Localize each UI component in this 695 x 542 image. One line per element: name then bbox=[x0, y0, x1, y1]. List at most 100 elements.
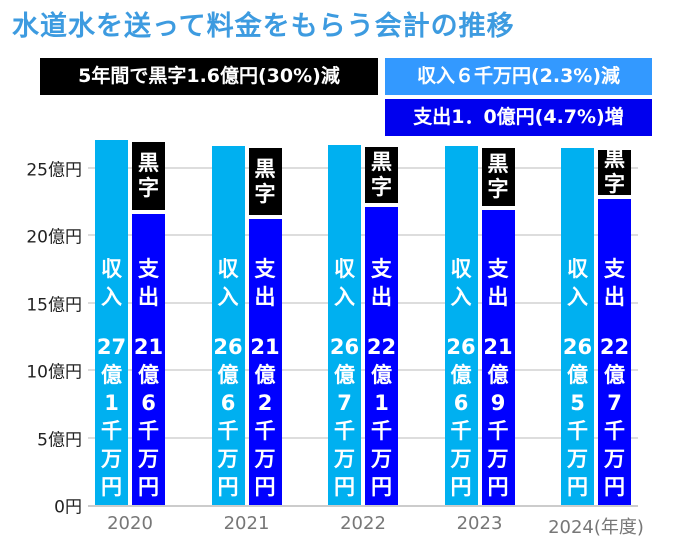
bar-value-label: 21 bbox=[483, 334, 513, 359]
x-tick-label: 2024(年度) bbox=[548, 517, 644, 538]
bar-series-label: 支 bbox=[138, 256, 159, 281]
bar-value-label: 円 bbox=[604, 474, 625, 499]
surplus-label: 黒 bbox=[254, 156, 276, 181]
bar-value-label: 億 bbox=[450, 362, 472, 387]
bar-value-label: 千 bbox=[254, 418, 276, 443]
surplus-box: 黒字 bbox=[481, 148, 515, 206]
income-bar: 収入 26 億 5 千万円 bbox=[561, 147, 594, 505]
bar-value-label: 7 bbox=[607, 390, 622, 415]
income-bar: 収入 26 億 7 千万円 bbox=[328, 145, 361, 505]
bar-value-label: 円 bbox=[217, 474, 239, 499]
bar-value-label: 26 bbox=[562, 334, 593, 359]
bar-value-label: 6 bbox=[220, 390, 236, 415]
income-bar: 収入 26 億 6 千万円 bbox=[444, 146, 478, 505]
bar-value-label: 億 bbox=[334, 362, 355, 387]
expense-bar: 支出 22 億 7 千万円 bbox=[598, 199, 631, 505]
expense-bar: 支出 21 億 9 千万円 bbox=[481, 209, 515, 505]
bar-series-label: 入 bbox=[450, 284, 472, 309]
bar-series-label: 支 bbox=[487, 256, 509, 281]
bar-value-label: 円 bbox=[567, 474, 588, 499]
bar-value-label: 22 bbox=[366, 334, 397, 359]
surplus-label: 字 bbox=[138, 175, 159, 200]
bar-value-label: 万 bbox=[450, 446, 472, 471]
gridline bbox=[88, 167, 638, 169]
surplus-label: 字 bbox=[487, 177, 509, 202]
bar-value-label: 千 bbox=[138, 418, 159, 443]
bar-value-label: 1 bbox=[104, 390, 119, 415]
expense-bar: 支出 22 億 1 千万円 bbox=[365, 207, 398, 505]
bar-value-label: 千 bbox=[217, 418, 239, 443]
surplus-box: 黒字 bbox=[132, 141, 165, 210]
bar-value-label: 26 bbox=[446, 334, 476, 359]
bar-series-label: 出 bbox=[254, 284, 276, 309]
bar-series-label: 入 bbox=[334, 284, 355, 309]
gridline bbox=[88, 234, 638, 237]
bar-value-label: 26 bbox=[329, 334, 360, 359]
bar-value-label: 6 bbox=[453, 390, 469, 415]
surplus-label: 黒 bbox=[371, 150, 392, 175]
y-tick-label: 0円 bbox=[54, 497, 82, 518]
bar-value-label: 億 bbox=[138, 362, 159, 387]
bar-value-label: 千 bbox=[604, 418, 625, 443]
chart-title: 水道水を送って料金をもらう会計の推移 bbox=[12, 11, 515, 42]
bar-series-label: 収 bbox=[567, 256, 588, 281]
bar-series-label: 出 bbox=[487, 284, 509, 309]
bar-value-label: 円 bbox=[371, 474, 392, 499]
bar-value-label: 万 bbox=[334, 446, 355, 471]
bar-series-label: 入 bbox=[567, 284, 588, 309]
surplus-box: 黒字 bbox=[598, 147, 631, 197]
bar-value-label: 万 bbox=[101, 446, 122, 471]
y-tick-label: 5億円 bbox=[37, 430, 82, 451]
gridline bbox=[88, 369, 638, 372]
x-tick-label: 2023 bbox=[456, 513, 503, 534]
bar-value-label: 円 bbox=[138, 474, 159, 499]
bar-value-label: 円 bbox=[487, 474, 509, 499]
bar-value-label: 千 bbox=[334, 418, 355, 443]
bar-series-label: 収 bbox=[450, 256, 472, 281]
gridline bbox=[88, 301, 638, 304]
bar-value-label: 千 bbox=[101, 418, 122, 443]
bar-value-label: 億 bbox=[217, 362, 239, 387]
y-tick-label: 20億円 bbox=[26, 227, 82, 248]
income-bar: 収入 27 億 1 千万円 bbox=[95, 139, 128, 505]
bar-value-label: 2 bbox=[257, 390, 273, 415]
surplus-label: 字 bbox=[604, 172, 625, 197]
bar-value-label: 千 bbox=[371, 418, 392, 443]
x-tick-label: 2022 bbox=[340, 513, 386, 534]
bar-series-label: 入 bbox=[101, 284, 122, 309]
bar-value-label: 26 bbox=[213, 334, 243, 359]
bar-series-label: 出 bbox=[371, 284, 392, 309]
bar-value-label: 27 bbox=[96, 334, 127, 359]
bar-value-label: 円 bbox=[334, 474, 355, 499]
x-tick-label: 2020 bbox=[107, 513, 153, 534]
bar-value-label: 億 bbox=[604, 362, 625, 387]
bar-value-label: 7 bbox=[337, 390, 352, 415]
bar-value-label: 億 bbox=[487, 362, 509, 387]
bar-value-label: 円 bbox=[450, 474, 472, 499]
bar-value-label: 億 bbox=[254, 362, 276, 387]
bar-value-label: 億 bbox=[101, 362, 122, 387]
annotation-income: 収入６千万円(2.3%)減 bbox=[385, 58, 652, 95]
surplus-label: 黒 bbox=[487, 152, 509, 177]
bar-value-label: 21 bbox=[133, 334, 164, 359]
surplus-label: 黒 bbox=[604, 147, 625, 172]
surplus-box: 黒字 bbox=[365, 147, 398, 204]
bar-value-label: 万 bbox=[254, 446, 276, 471]
bar-value-label: 万 bbox=[217, 446, 239, 471]
bar-series-label: 収 bbox=[334, 256, 355, 281]
expense-bar: 支出 21 億 6 千万円 bbox=[132, 213, 165, 505]
y-tick-label: 15億円 bbox=[26, 295, 82, 316]
bar-series-label: 出 bbox=[138, 284, 159, 309]
bar-value-label: 5 bbox=[570, 390, 585, 415]
bar-series-label: 収 bbox=[217, 256, 239, 281]
bar-value-label: 22 bbox=[599, 334, 630, 359]
bar-value-label: 万 bbox=[138, 446, 159, 471]
surplus-label: 黒 bbox=[138, 150, 159, 175]
bar-value-label: 千 bbox=[450, 418, 472, 443]
expense-bar: 支出 21 億 2 千万円 bbox=[248, 219, 282, 505]
bar-series-label: 出 bbox=[604, 284, 625, 309]
income-bar: 収入 26 億 6 千万円 bbox=[211, 146, 245, 505]
surplus-label: 字 bbox=[254, 181, 276, 206]
y-tick-label: 25億円 bbox=[26, 160, 82, 181]
